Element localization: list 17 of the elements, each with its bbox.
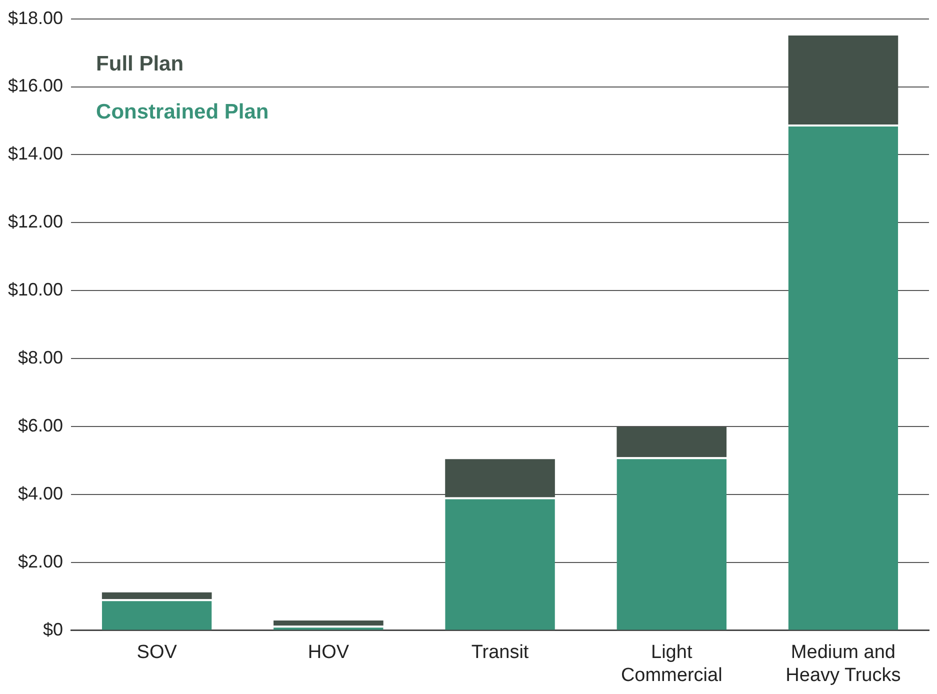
- y-tick-label: $12.00: [8, 212, 64, 232]
- y-tick-label: $14.00: [8, 144, 64, 164]
- y-tick-label: $16.00: [8, 76, 64, 96]
- x-tick-label: SOV: [136, 642, 178, 664]
- x-tick-label: Medium and Heavy Trucks: [786, 642, 901, 686]
- y-tick-label: $8.00: [18, 348, 64, 368]
- text: Full Plan: [96, 52, 184, 76]
- x-tick-label: Transit: [471, 642, 530, 664]
- text: Constrained Plan: [96, 100, 269, 124]
- y-tick-label: $10.00: [8, 280, 64, 300]
- y-tick-label: $0: [43, 619, 64, 640]
- y-tick-label: $18.00: [8, 8, 64, 28]
- y-tick-label: $2.00: [18, 551, 64, 572]
- x-tick-label: HOV: [308, 642, 350, 664]
- y-tick-label: $6.00: [18, 416, 64, 436]
- y-tick-label: $4.00: [18, 483, 64, 504]
- x-tick-label: Light Commercial: [620, 642, 722, 686]
